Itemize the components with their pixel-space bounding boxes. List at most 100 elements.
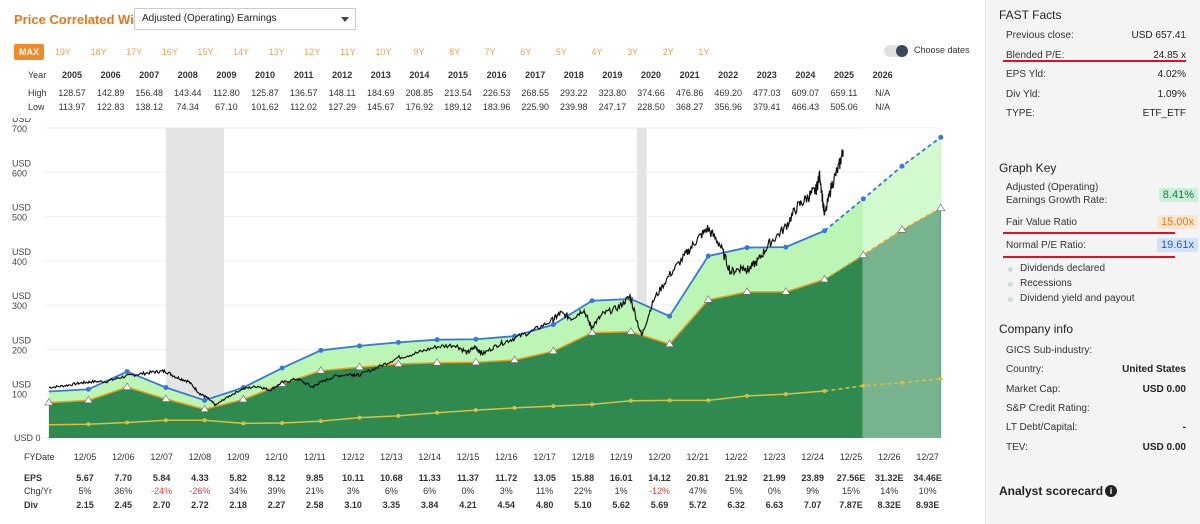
fiscal-eps-cell: 21.99 [763,473,786,483]
company-info-row: GICS Sub-industry: [1006,345,1186,356]
fair-value-badge: 15.00x [1156,215,1198,229]
range-button-4y[interactable]: 4Y [591,47,603,57]
growth-rate-badge: 8.41% [1158,188,1198,202]
company-info-label: TEV: [1006,441,1028,453]
year-low-cell: 113.97 [58,102,86,112]
growth-rate-label-1: Adjusted (Operating) [1006,182,1099,193]
year-high-cell: 143.44 [174,88,202,98]
fiscal-eps-cell: 5.84 [152,473,171,483]
year-year-cell: 2024 [795,70,816,80]
company-info-label: Market Cap: [1006,383,1061,395]
year-year-cell: 2007 [139,70,160,80]
range-button-15y[interactable]: 15Y [197,47,214,57]
fiscal-eps-cell: 14.12 [648,473,671,483]
legend-dot-icon [1008,282,1013,287]
y-tick-label: 300 [12,301,27,311]
range-button-11y[interactable]: 11Y [340,47,356,57]
range-button-19y[interactable]: 19Y [54,47,71,57]
range-button-17y[interactable]: 17Y [126,47,143,57]
fiscal-div-cell: 7.07 [803,500,822,510]
dividend-point [512,405,517,410]
y-tick-label: 500 [12,213,27,223]
row-label-fydate: FYDate [24,452,55,462]
y-tick-label: USD [12,247,32,257]
fiscal-fydate-cell: 12/10 [265,452,288,462]
range-button-7y[interactable]: 7Y [484,47,496,57]
normal-pe-point [550,322,556,328]
growth-rate-label-2: Earnings Growth Rate: [1006,195,1108,206]
range-button-1y[interactable]: 1Y [698,47,710,57]
range-button-3y[interactable]: 3Y [627,47,639,57]
fair-value-marker [238,394,248,403]
year-low-cell: 112.02 [290,102,318,112]
company-info-label: LT Debt/Capital: [1006,422,1078,434]
fiscal-chg-cell: 11% [535,486,554,496]
fair-value-marker [510,355,520,363]
range-button-16y[interactable]: 16Y [161,47,178,57]
dividend-point [163,418,168,423]
range-button-10y[interactable]: 10Y [375,47,392,57]
normal-pe-point [667,313,673,319]
fiscal-div-cell: 2.45 [114,500,133,510]
year-year-cell: 2016 [486,70,507,80]
toggle-knob[interactable] [896,45,908,57]
fair-value-line-estimate [824,207,942,281]
fiscal-chg-cell: 9% [806,486,820,496]
fast-fact-value: 1.09% [1157,88,1186,100]
normal-pe-point [357,343,363,349]
company-info-row: S&P Credit Rating: [1006,403,1186,414]
fiscal-div-cell: 5.72 [689,500,707,510]
choose-dates-toggle[interactable] [884,45,908,57]
info-icon[interactable]: i [1105,485,1117,497]
range-button-2y[interactable]: 2Y [662,47,674,57]
metric-select[interactable]: Adjusted (Operating) Earnings [134,8,356,30]
y-tick-label: USD 0 [14,433,41,443]
year-year-cell: 2005 [61,70,83,80]
fiscal-fydate-cell: 12/13 [380,452,403,462]
range-button-9y[interactable]: 9Y [413,47,425,57]
chevron-down-icon[interactable] [341,17,349,22]
fair-value-marker [471,357,481,366]
fair-value-marker [316,366,326,374]
range-button-12y[interactable]: 12Y [304,47,321,57]
range-button-5y[interactable]: 5Y [555,47,567,57]
fiscal-eps-cell: 20.81 [686,473,710,483]
fair-value-marker [626,327,636,335]
company-info-value: USD 0.00 [1142,441,1186,453]
price-chart: USD 0USD100USD200USD300USD400USD500USD60… [12,118,946,443]
range-button-13y[interactable]: 13Y [268,47,285,57]
fiscal-div-cell: 3.84 [420,500,439,510]
year-year-cell: 2021 [679,70,700,80]
fiscal-eps-cell: 8.12 [267,473,286,483]
range-button-8y[interactable]: 8Y [449,47,461,57]
fiscal-fydate-cell: 12/22 [724,452,748,462]
fast-fact-row: TYPE: ETF_ETF [1006,108,1186,119]
range-button-14y[interactable]: 14Y [232,47,249,57]
fiscal-fydate-cell: 12/23 [763,452,786,462]
fair-value-marker [432,358,442,366]
year-high-cell: 128.57 [58,88,86,98]
year-low-cell: 145.67 [367,102,395,112]
range-button-max[interactable]: MAX [14,44,44,60]
year-high-cell: 226.53 [482,88,511,98]
fiscal-fydate-cell: 12/26 [878,452,901,462]
legend-item-label[interactable]: Dividend yield and payout [1020,293,1135,304]
fiscal-chg-cell: 3% [499,486,513,496]
fiscal-data-table: FYDate 12/05 12/06 12/07 12/08 12/09 12/10 12/1… [0,452,985,524]
year-low-cell: 183.96 [482,102,511,112]
fiscal-div-cell: 2.27 [267,500,286,510]
fiscal-chg-cell: 22% [573,486,592,496]
fiscal-eps-cell: 10.11 [342,473,365,483]
normal-pe-label: Normal P/E Ratio: [1006,240,1087,251]
analyst-scorecard-title[interactable]: Analyst scorecard [999,484,1104,498]
range-button-18y[interactable]: 18Y [90,47,107,57]
legend-item-label[interactable]: Dividends declared [1020,263,1106,274]
legend-item-label[interactable]: Recessions [1020,278,1072,289]
dividend-point [938,376,943,381]
dividend-point [280,420,285,425]
year-high-cell: 469.20 [714,88,742,98]
fast-facts-title: FAST Facts [999,8,1062,22]
dividend-point [667,398,672,403]
range-button-6y[interactable]: 6Y [520,47,532,57]
dividend-point [745,393,750,398]
